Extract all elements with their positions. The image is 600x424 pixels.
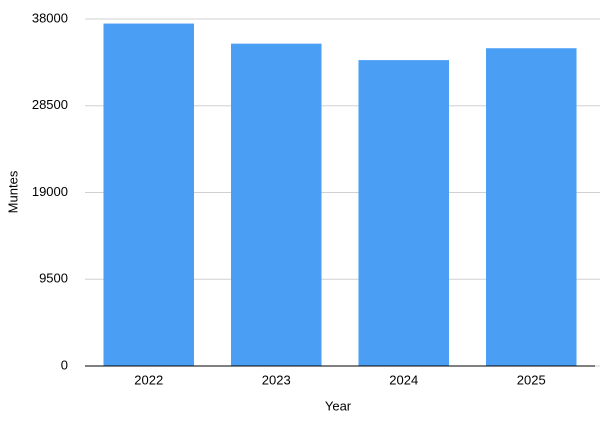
y-tick-label: 28500 bbox=[32, 97, 68, 112]
bar bbox=[358, 60, 450, 367]
x-tick-label: 2024 bbox=[389, 372, 418, 387]
y-tick-label: 9500 bbox=[39, 271, 68, 286]
x-axis-label: Year bbox=[325, 398, 352, 413]
y-tick-label: 38000 bbox=[32, 10, 68, 25]
bar bbox=[103, 23, 195, 366]
y-tick-label: 19000 bbox=[32, 184, 68, 199]
y-axis-label: Muntes bbox=[5, 170, 20, 213]
x-tick-label: 2022 bbox=[134, 372, 163, 387]
bar bbox=[485, 48, 577, 366]
x-tick-label: 2025 bbox=[517, 372, 546, 387]
bar bbox=[230, 43, 322, 366]
y-tick-label: 0 bbox=[61, 357, 68, 372]
x-tick-label: 2023 bbox=[262, 372, 291, 387]
